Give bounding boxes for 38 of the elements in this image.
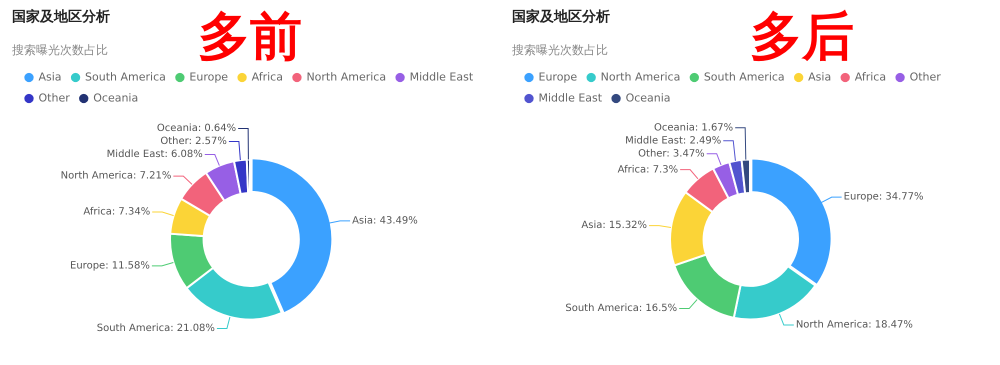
legend-label: South America — [85, 70, 166, 84]
chart-title: 国家及地区分析 — [12, 8, 110, 26]
data-label: South America: 16.5% — [565, 303, 678, 314]
data-label: Africa: 7.34% — [83, 206, 150, 218]
legend-label: Other — [38, 91, 70, 104]
data-label: Oceania: 0.64% — [156, 123, 236, 134]
text: 多前 — [198, 6, 302, 69]
legend-label: Oceania — [93, 91, 138, 104]
data-label: North America: 7.21% — [60, 170, 172, 182]
chart-subtitle: 搜索曝光次数占比 — [12, 42, 108, 59]
legend-label: Asia — [808, 70, 832, 84]
data-label: Other: 2.57% — [160, 136, 227, 148]
legend-label: Europe — [538, 70, 578, 84]
legend-label: Europe — [189, 70, 228, 84]
legend-label: Asia — [38, 70, 62, 84]
data-label: Africa: 7.3% — [618, 164, 678, 176]
data-label: Oceania: 1.67% — [654, 122, 734, 134]
legend-label: Africa — [252, 70, 283, 84]
data-label: Europe: 34.77% — [844, 192, 924, 203]
data-label: Asia: 43.49% — [352, 215, 418, 226]
data-label: Middle East: 6.08% — [106, 149, 203, 160]
legend-label: North America — [600, 70, 680, 84]
legend-label: South America — [704, 70, 785, 84]
legend-label: Middle East — [410, 70, 474, 84]
data-label: Asia: 15.32% — [581, 220, 648, 232]
legend-label: Middle East — [538, 91, 603, 104]
chart-subtitle: 搜索曝光次数占比 — [512, 42, 608, 59]
data-label: Other: 3.47% — [638, 148, 705, 160]
legend-label: Oceania — [626, 91, 671, 104]
chart-title: 国家及地区分析 — [512, 8, 610, 26]
legend-label: Other — [910, 70, 942, 84]
data-label: South America: 21.08% — [96, 323, 215, 334]
legend-label: North America — [306, 70, 386, 84]
text: 多后 — [750, 6, 854, 69]
data-label: Europe: 11.58% — [70, 260, 150, 272]
data-label: North America: 18.47% — [796, 320, 913, 331]
data-label: Middle East: 2.49% — [625, 135, 722, 146]
legend-label: Africa — [854, 70, 886, 84]
